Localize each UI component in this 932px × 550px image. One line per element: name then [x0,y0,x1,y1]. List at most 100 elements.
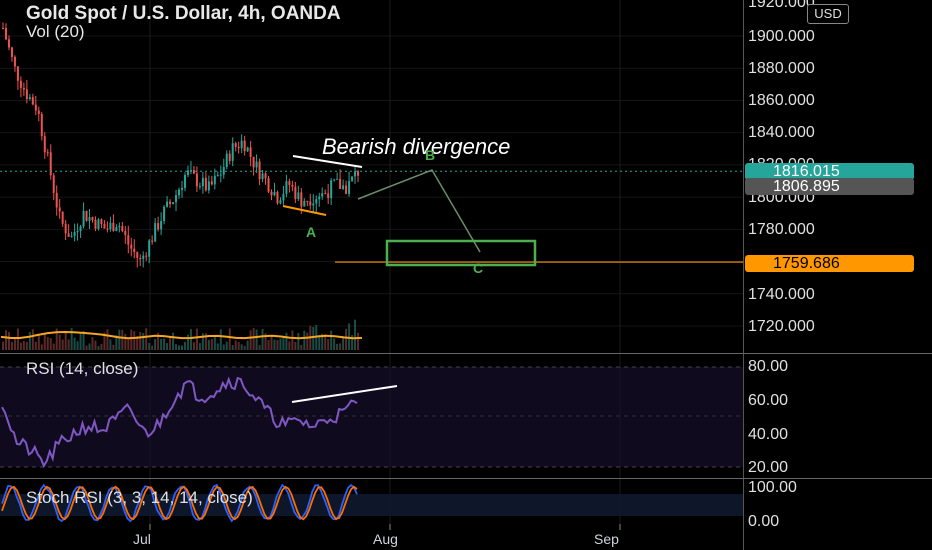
volume-bar [258,344,261,350]
volume-bar [231,345,234,350]
wave-a-label: A [306,224,317,240]
price-label-1920: 1920.000 [748,0,815,11]
volume-bar [345,328,348,350]
volume-bar [189,328,192,350]
wave-a-line [282,205,327,216]
candle-body [46,152,49,154]
candle-body [294,186,297,200]
candle-body [243,140,246,152]
volume-bar [145,328,148,350]
volume-label: Vol (20) [26,22,85,41]
candle-body [4,28,7,40]
candle-body [160,221,163,230]
candle-body [219,174,222,176]
candle-body [222,167,225,175]
wave-c-label: C [473,260,484,276]
volume-bar [97,345,100,350]
price-label-1860: 1860.000 [748,92,815,109]
candle-body [106,228,109,230]
candle-body [213,175,216,185]
volume-bar [246,340,249,350]
candle-body [91,217,94,220]
candle-body [34,104,37,111]
volume-bar [112,344,115,350]
candle-body [37,110,40,114]
candle-body [178,189,181,196]
candle-body [327,193,330,199]
volume-bar [192,342,195,350]
stoch-rsi-label: Stoch RSI (3, 3, 14, 14, close) [26,488,253,507]
candle-body [40,113,43,137]
candle-body [354,171,357,177]
volume-bar [228,328,231,350]
volume-bar [198,343,201,350]
volume-bar [82,331,85,350]
candle-body [285,181,288,194]
volume-bar [342,336,345,350]
candle-body [225,153,228,168]
candle-body [192,170,195,174]
candle-body [82,210,85,227]
candle-body [142,255,145,259]
currency-button[interactable]: USD [807,4,849,24]
candle-body [133,248,136,253]
candle-body [103,224,106,229]
volume-bar [255,329,258,350]
volume-bar [321,333,324,350]
volume-bar [237,342,240,350]
time-label-aug: Aug [373,531,398,547]
volume-bar [243,345,246,350]
volume-bar [142,333,145,350]
candle-body [306,200,309,202]
candle-body [130,244,133,249]
candle-body [43,136,46,153]
volume-bar [154,338,157,350]
candle-body [357,171,360,176]
candle-body [7,39,10,48]
volume-bar [312,326,315,350]
volume-bar [186,334,189,350]
volume-bar [121,329,124,350]
volume-bar [276,340,279,350]
candle-body [67,233,70,237]
candle-body [252,156,255,168]
candle-body [28,97,31,100]
volume-bar [127,338,130,350]
stoch-k-line [1,483,358,523]
volume-bar [4,330,7,350]
candle-body [282,193,285,201]
stoch-band [0,494,743,516]
rsi-axis-40: 40.00 [748,426,789,443]
volume-bar [73,337,76,350]
rsi-axis-20: 20.00 [748,459,789,476]
candle-body [186,170,189,175]
volume-bar [267,340,270,350]
volume-bar [106,329,109,350]
stoch-axis-100: 100.00 [748,479,797,496]
pane-separator-stoch [0,478,932,479]
volume-bar [49,338,52,350]
volume-bar [88,343,91,350]
price-axis-separator [743,0,744,550]
volume-bar [130,329,133,350]
chart-title: Gold Spot / U.S. Dollar, 4h, OANDA [26,3,341,24]
candle-body [73,232,76,236]
candle-body [189,170,192,172]
candle-body [139,258,142,260]
volume-bar [28,332,31,350]
candle-body [94,219,97,229]
candle-body [109,222,112,230]
projection-path [357,169,481,253]
candle-body [166,201,169,207]
volume-bar [219,329,222,350]
volume-bar [351,335,354,350]
volume-bar [213,336,216,350]
candle-body [157,223,160,230]
volume-bar [25,341,28,350]
candle-body [2,27,4,29]
volume-bar [297,332,300,350]
rsi-band [0,367,743,467]
rsi-label: RSI (14, close) [26,359,139,378]
candle-body [348,180,351,194]
